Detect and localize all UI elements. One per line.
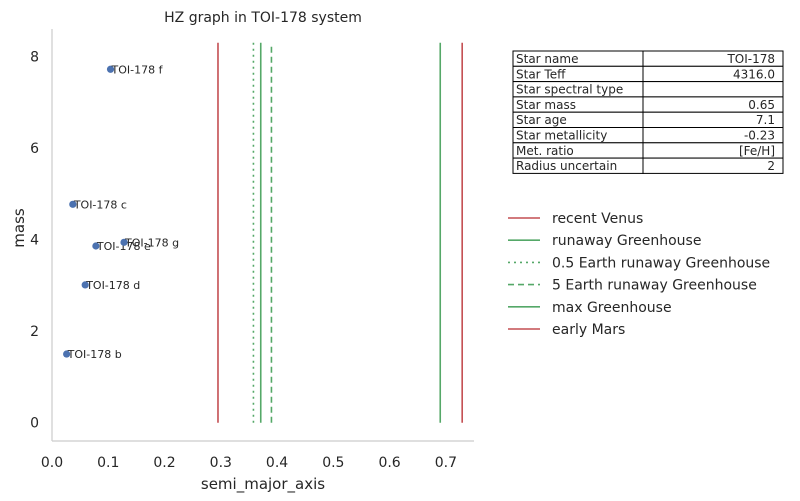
y-tick-label: 8 <box>30 49 39 65</box>
planet-label: TOI-178 d <box>85 279 140 292</box>
table-key: Star age <box>516 113 567 127</box>
planet-label: TOI-178 e <box>96 240 151 253</box>
planet-point <box>106 65 115 73</box>
legend-label: runaway Greenhouse <box>552 233 701 249</box>
x-tick-label: 0.4 <box>266 455 288 471</box>
planet-label: TOI-178 b <box>67 348 122 361</box>
table-value: 2 <box>767 159 775 173</box>
planet-label: TOI-178 f <box>111 63 164 76</box>
table-value: TOI-178 <box>726 52 775 66</box>
table-value: 0.65 <box>748 98 775 112</box>
plot-area: 0.0 0.1 0.2 0.3 0.4 0.5 0.6 0.7 0 2 4 6 8 TOI-178 b TO… <box>30 29 474 471</box>
x-axis-title: semi_major_axis <box>201 475 325 494</box>
y-tick-label: 6 <box>30 141 39 157</box>
table-cell <box>642 81 784 98</box>
x-tick-label: 0.5 <box>322 455 344 471</box>
table-key: Star Teff <box>516 67 566 81</box>
legend-label: recent Venus <box>552 211 643 227</box>
table-key: Star name <box>516 52 578 66</box>
x-tick-label: 0.7 <box>435 455 457 471</box>
table-key: Star spectral type <box>516 83 623 97</box>
planet-point <box>69 200 77 208</box>
table-key: Met. ratio <box>516 144 574 158</box>
x-tick-label: 0.2 <box>153 455 175 471</box>
planet-point <box>81 281 89 289</box>
x-tick-label: 0.6 <box>378 455 400 471</box>
table-cell <box>642 157 784 174</box>
legend-label: max Greenhouse <box>552 300 672 316</box>
table-key: Star metallicity <box>516 129 607 143</box>
legend-label: 5 Earth runaway Greenhouse <box>552 278 757 294</box>
table-key: Radius uncertain <box>516 159 617 173</box>
planet-point <box>120 238 128 246</box>
x-tick-label: 0.3 <box>210 455 232 471</box>
x-tick-label: 0.1 <box>97 455 119 471</box>
y-tick-label: 0 <box>30 416 39 432</box>
table-value: 7.1 <box>756 113 775 127</box>
y-tick-label: 4 <box>30 233 39 249</box>
planet-label: TOI-178 g <box>124 236 179 249</box>
x-tick-label: 0.0 <box>41 455 63 471</box>
table-value: 4316.0 <box>733 67 775 81</box>
y-tick-label: 2 <box>30 324 39 340</box>
planet-label: TOI-178 c <box>73 198 127 211</box>
table-value: [Fe/H] <box>739 144 775 158</box>
y-axis-title: mass <box>10 208 28 248</box>
planet-point <box>63 350 71 358</box>
legend-label: early Mars <box>552 322 625 338</box>
info-table: Star name TOI-178 Star Teff 4316.0 Star spec… <box>512 50 784 174</box>
legend-label: 0.5 Earth runaway Greenhouse <box>552 255 770 271</box>
planet-point <box>92 242 100 250</box>
chart-title: HZ graph in TOI-178 system <box>164 10 362 26</box>
legend: recent Venus runaway Greenhouse 0.5 Earth … <box>508 211 770 338</box>
table-key: Star mass <box>516 98 576 112</box>
table-value: -0.23 <box>744 129 775 143</box>
